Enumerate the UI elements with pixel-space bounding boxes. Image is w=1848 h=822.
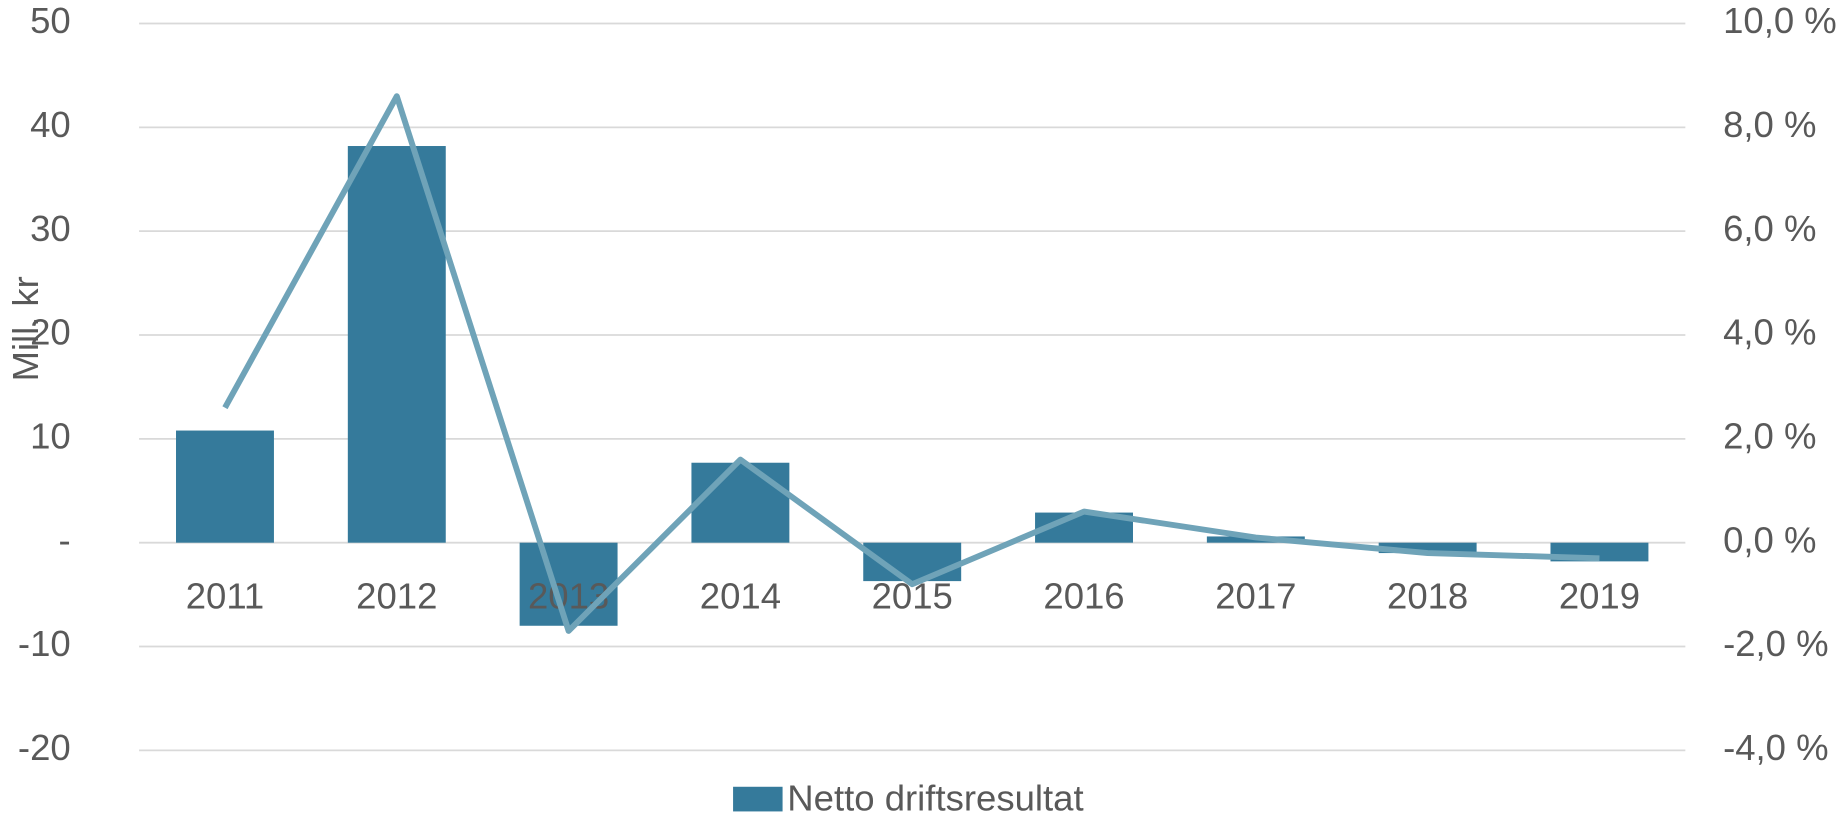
y2-tick-label: 6,0 %: [1723, 208, 1816, 249]
legend-swatch: [733, 786, 783, 812]
y-tick-label: 10: [30, 416, 71, 457]
bar: [691, 462, 790, 543]
x-tick-label: 2017: [1215, 576, 1296, 617]
x-tick-label: 2014: [700, 576, 781, 617]
bar: [347, 146, 446, 543]
x-tick-label: 2012: [356, 576, 437, 617]
x-tick-label: 2016: [1043, 576, 1124, 617]
x-tick-label: 2018: [1387, 576, 1468, 617]
y-tick-label: -20: [18, 727, 71, 768]
y2-tick-label: 0,0 %: [1723, 519, 1816, 560]
y-tick-label: -10: [18, 623, 71, 664]
y2-tick-label: 4,0 %: [1723, 312, 1816, 353]
bar: [519, 542, 618, 626]
y-tick-label: 50: [30, 0, 71, 41]
bar: [176, 430, 274, 543]
y2-tick-label: 8,0 %: [1723, 104, 1816, 145]
line: [222, 93, 1600, 634]
y2-tick-label: 10,0 %: [1723, 0, 1837, 41]
y2-tick-label: 2,0 %: [1723, 416, 1816, 457]
y-tick-label: -: [59, 519, 71, 560]
y2-tick-label: -4,0 %: [1723, 727, 1829, 768]
x-tick-label: 2019: [1559, 576, 1640, 617]
bar: [1378, 542, 1477, 554]
y-tick-label: 40: [30, 104, 71, 145]
y-axis-label: Mill. kr: [5, 276, 46, 381]
y2-tick-label: -2,0 %: [1723, 623, 1829, 664]
y-tick-label: 20: [30, 312, 71, 353]
y-tick-label: 30: [30, 208, 71, 249]
x-tick-label: 2013: [528, 576, 609, 617]
legend-label: Netto driftsresultat: [787, 778, 1083, 819]
x-tick-label: 2011: [186, 576, 265, 617]
